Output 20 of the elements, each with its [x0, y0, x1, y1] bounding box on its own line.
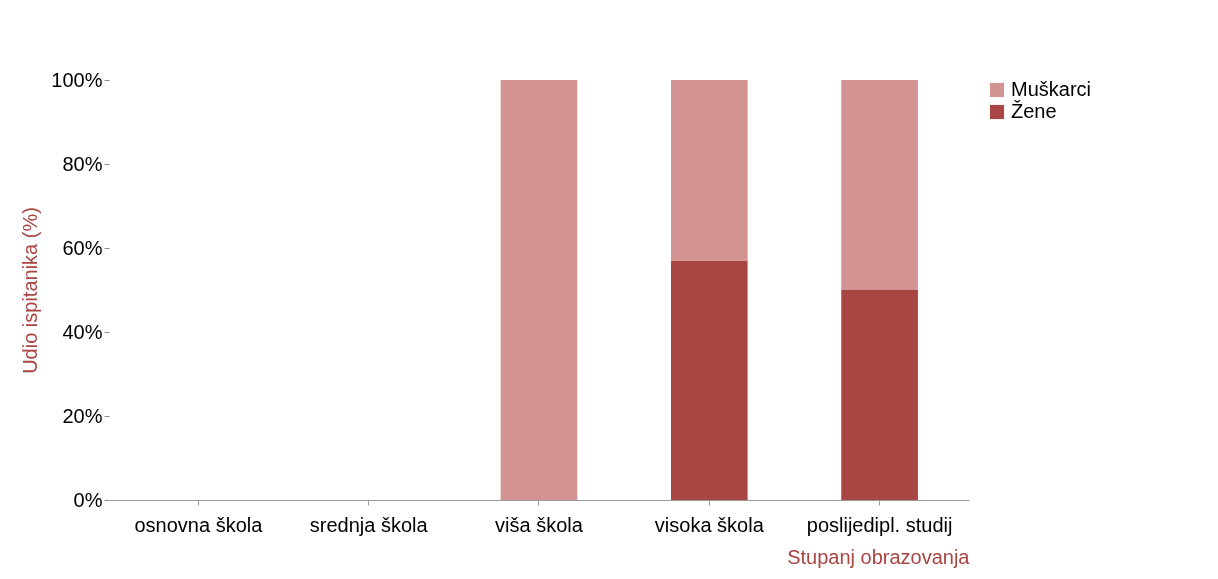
legend-label: Muškarci	[1011, 78, 1092, 100]
x-tick-label: visoka škola	[654, 513, 765, 536]
y-tick-label: 60%	[62, 236, 103, 259]
y-tick-label: 40%	[62, 320, 103, 343]
x-tick-label: srednja škola	[309, 513, 429, 536]
y-tick-label: 20%	[62, 404, 103, 427]
x-axis-title: Stupanj obrazovanja	[787, 545, 971, 568]
bar	[841, 290, 918, 500]
x-tick-label: osnovna škola	[134, 513, 264, 536]
x-tick-label: poslijedipl. studij	[806, 513, 953, 536]
bar	[670, 80, 748, 261]
bar	[500, 80, 578, 500]
y-tick-label: 0%	[73, 488, 103, 511]
y-axis-title: Udio ispitanika (%)	[19, 207, 42, 374]
bar	[841, 80, 918, 290]
legend-label: Žene	[1011, 100, 1057, 122]
y-tick-label: 80%	[62, 152, 103, 175]
x-tick-label: viša škola	[495, 513, 584, 536]
y-tick-label: 100%	[51, 68, 103, 91]
bar	[670, 260, 748, 500]
